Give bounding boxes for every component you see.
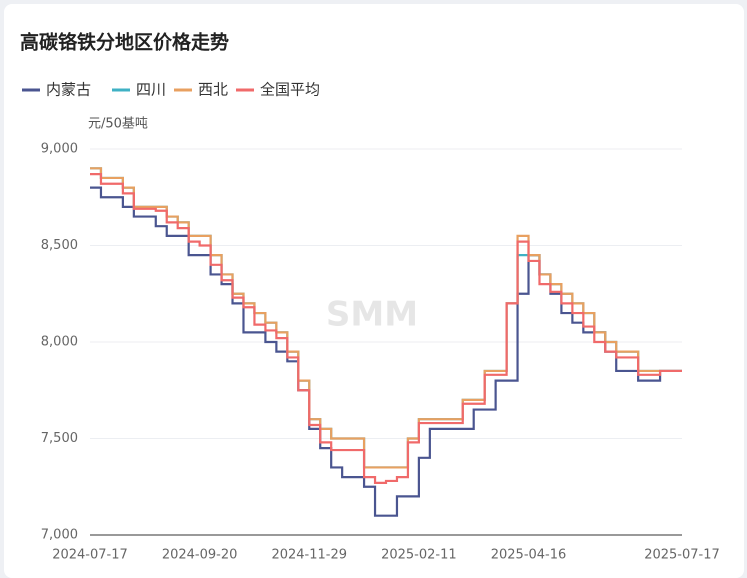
- y-tick-label: 7,500: [41, 431, 78, 446]
- legend-label: 全国平均: [260, 81, 320, 99]
- y-axis-unit: 元/50基吨: [88, 117, 148, 132]
- y-tick-label: 9,000: [41, 142, 78, 157]
- watermark: SMM: [326, 295, 418, 335]
- x-tick-label: 2025-07-17: [644, 548, 720, 563]
- x-tick-label: 2024-07-17: [52, 548, 128, 563]
- card: [4, 4, 744, 578]
- legend-label: 内蒙古: [46, 81, 91, 99]
- legend: 内蒙古 四川 西北 全国平均: [22, 81, 320, 99]
- chart-title: 高碳铬铁分地区价格走势: [20, 31, 229, 54]
- x-tick-label: 2025-02-11: [381, 548, 457, 563]
- legend-label: 西北: [198, 81, 228, 99]
- series-line: [90, 172, 682, 484]
- y-tick-label: 8,000: [41, 335, 78, 350]
- x-tick-label: 2024-09-20: [162, 548, 238, 563]
- x-tick-label: 2025-04-16: [491, 548, 567, 563]
- y-tick-label: 7,000: [41, 528, 78, 543]
- y-tick-label: 8,500: [41, 238, 78, 253]
- x-tick-label: 2024-11-29: [271, 548, 347, 563]
- series-line: [90, 186, 682, 517]
- legend-label: 四川: [136, 81, 166, 99]
